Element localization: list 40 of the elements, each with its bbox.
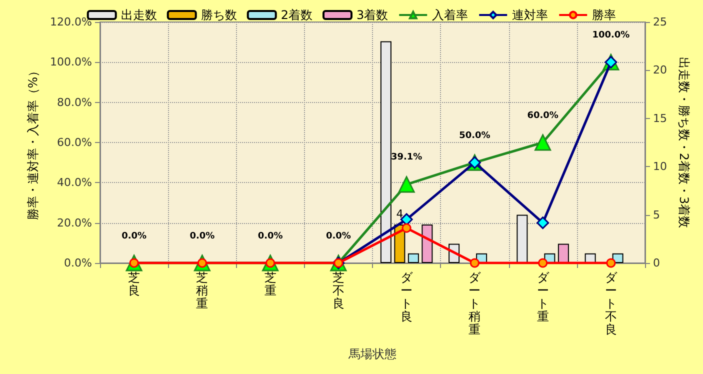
- x-tick-label: 芝良: [128, 270, 140, 298]
- data-label: 4: [396, 207, 404, 220]
- legend-label: 出走数: [120, 8, 157, 22]
- y2-tick-label: 25: [653, 16, 667, 28]
- legend-label: 3着数: [356, 8, 388, 22]
- y-tick-label: 80.0%: [57, 96, 92, 109]
- x-tick-label: ダート不良: [604, 270, 618, 336]
- legend-label: 連対率: [512, 8, 548, 22]
- y2-tick-label: 10: [653, 160, 667, 174]
- legend-label: 2着数: [280, 8, 313, 22]
- data-label: 100.0%: [592, 30, 630, 40]
- y-tick-label: 40.0%: [57, 176, 92, 190]
- y-tick-label: 0.0%: [64, 256, 92, 270]
- x-tick-label: ダート稍重: [468, 270, 482, 336]
- x-tick-label: 芝不良: [332, 270, 344, 310]
- y2-tick-label: 5: [653, 208, 660, 222]
- y-tick-label: 100.0%: [50, 56, 92, 69]
- x-tick-label: 芝稍重: [196, 270, 208, 310]
- legend-label: 勝ち数: [200, 8, 237, 22]
- y2-tick-label: 15: [653, 112, 667, 125]
- x-tick-label: 芝重: [264, 270, 276, 298]
- data-label: 60.0%: [527, 110, 558, 121]
- y-tick-label: 60.0%: [57, 136, 92, 149]
- data-label: 0.0%: [190, 231, 215, 242]
- data-label: 0.0%: [122, 231, 147, 242]
- x-axis-title: 馬場状態: [348, 347, 396, 361]
- x-tick-label: ダート重: [536, 270, 550, 324]
- y-tick-label: 20.0%: [57, 216, 92, 230]
- y2-axis-title: 出走数・勝ち数・2着数・3着数: [676, 56, 691, 228]
- y2-tick-label: 20: [653, 64, 667, 77]
- data-label: 0.0%: [258, 231, 283, 242]
- data-label: 50.0%: [459, 130, 490, 141]
- data-label: 39.1%: [390, 152, 422, 163]
- data-label: 0.0%: [326, 231, 351, 242]
- y2-tick-label: 0: [653, 256, 660, 270]
- y-axis-title: 勝率・連対率・入着率（%）: [26, 64, 40, 220]
- legend-label: 勝率: [592, 8, 616, 22]
- x-tick-label: ダート良: [400, 270, 414, 324]
- y-tick-label: 120.0%: [50, 16, 92, 28]
- legend-label: 入着率: [432, 8, 468, 22]
